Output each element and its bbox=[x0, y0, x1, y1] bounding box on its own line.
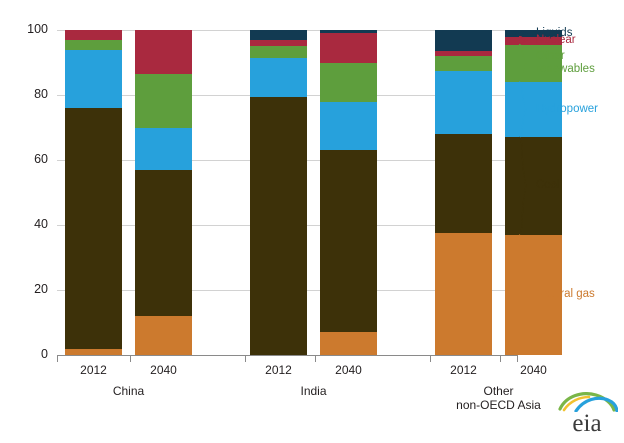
bar-segment bbox=[250, 39, 307, 47]
bar-segment bbox=[320, 101, 377, 151]
bar-segment bbox=[435, 70, 492, 134]
bar-segment bbox=[505, 137, 562, 235]
legend-label-other: Other renewables bbox=[536, 50, 595, 75]
bar-stack bbox=[435, 30, 492, 355]
bar-stack bbox=[320, 30, 377, 355]
bar-segment bbox=[320, 332, 377, 355]
bar-segment bbox=[435, 134, 492, 234]
bar-segment bbox=[505, 82, 562, 138]
x-axis-year-label: 2040 bbox=[520, 363, 547, 377]
y-axis-tick-label: 80 bbox=[34, 87, 48, 101]
x-axis-year-label: 2040 bbox=[150, 363, 177, 377]
y-axis-tick-label: 40 bbox=[34, 217, 48, 231]
bar-segment bbox=[250, 30, 307, 40]
bar-segment bbox=[505, 36, 562, 45]
bar-segment bbox=[135, 169, 192, 316]
legend-label-natural-gas: Natural gas bbox=[536, 288, 595, 301]
x-axis-group-label: India bbox=[300, 384, 327, 398]
y-axis-tick-label: 20 bbox=[34, 282, 48, 296]
x-axis-year-label: 2012 bbox=[80, 363, 107, 377]
bar-stack bbox=[250, 30, 307, 355]
legend-brace bbox=[518, 44, 527, 83]
legend-brace bbox=[518, 35, 528, 46]
bar-segment bbox=[135, 127, 192, 170]
bar-segment bbox=[505, 234, 562, 355]
x-axis-tick-mark bbox=[429, 355, 431, 362]
x-axis-group-label: China bbox=[112, 384, 145, 398]
bar-stack bbox=[505, 30, 562, 355]
bar-segment bbox=[320, 33, 377, 63]
bar-segment bbox=[65, 39, 122, 50]
x-axis-tick-mark bbox=[129, 355, 131, 362]
eia-swoosh-icon bbox=[558, 392, 619, 413]
legend-brace bbox=[518, 30, 529, 38]
y-axis-tick-label: 0 bbox=[41, 347, 48, 361]
bar-segment bbox=[320, 150, 377, 333]
x-axis-tick-mark bbox=[314, 355, 316, 362]
bar-segment bbox=[250, 46, 307, 58]
x-axis-year-label: 2012 bbox=[450, 363, 477, 377]
eia-wordmark: eia bbox=[572, 410, 602, 437]
bar-segment bbox=[65, 348, 122, 355]
x-axis-tick-mark bbox=[57, 355, 58, 362]
legend-brace bbox=[518, 81, 527, 138]
bar-segment bbox=[435, 30, 492, 52]
x-axis-tick-mark bbox=[499, 355, 501, 362]
x-axis-year-label: 2012 bbox=[265, 363, 292, 377]
legend-label-nuclear: Nuclear bbox=[536, 33, 576, 46]
bar-stack bbox=[65, 30, 122, 355]
legend-brace-connectors bbox=[518, 30, 529, 355]
bar-segment bbox=[65, 108, 122, 349]
gridline bbox=[57, 355, 517, 356]
bar-segment bbox=[320, 30, 377, 34]
bar-segment bbox=[320, 62, 377, 102]
legend-label-liquids: Liquids bbox=[536, 26, 573, 39]
bar-segment bbox=[250, 57, 307, 97]
bar-segment bbox=[65, 49, 122, 108]
legend-brace bbox=[518, 234, 527, 355]
bar-segment bbox=[135, 73, 192, 128]
legend-brace bbox=[518, 136, 527, 236]
x-axis-group-label: Other non-OECD Asia bbox=[456, 384, 541, 412]
plot-area bbox=[57, 30, 562, 356]
y-axis-tick-label: 60 bbox=[34, 152, 48, 166]
bar-segment bbox=[250, 96, 307, 355]
bar-segment bbox=[135, 316, 192, 355]
bar-segment bbox=[435, 233, 492, 355]
bar-segment bbox=[65, 30, 122, 40]
legend-label-coal: Coal bbox=[536, 179, 560, 192]
y-axis-tick-label: 100 bbox=[27, 22, 48, 36]
legend-label-hydropower: Hydropower bbox=[536, 103, 598, 116]
x-axis-tick-mark bbox=[244, 355, 246, 362]
bar-segment bbox=[135, 30, 192, 74]
bar-segment bbox=[435, 56, 492, 71]
x-axis-tick-mark bbox=[517, 355, 518, 362]
bar-segment bbox=[505, 30, 562, 37]
bar-segment bbox=[505, 44, 562, 82]
x-axis-year-label: 2040 bbox=[335, 363, 362, 377]
bar-segment bbox=[435, 51, 492, 56]
bar-stack bbox=[135, 30, 192, 355]
eia-logo: eia bbox=[556, 392, 619, 438]
